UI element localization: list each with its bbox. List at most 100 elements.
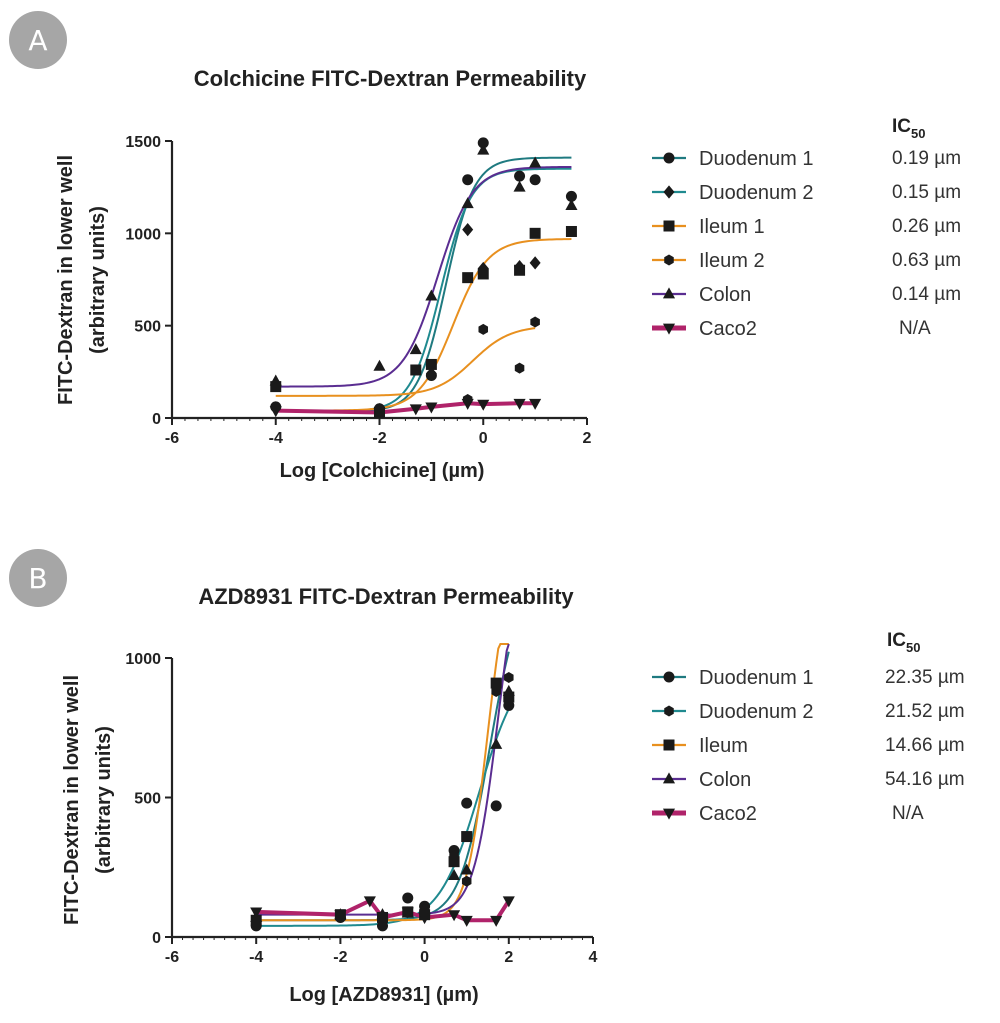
chart-a-xlabel: Log [Colchicine] (µm) <box>280 460 485 482</box>
chart-a-legend-label: Ileum 2 <box>699 250 765 272</box>
chart-b-series-duodenum-1-point <box>402 892 414 904</box>
chart-b-ylabel-line1: FITC-Dextran in lower well <box>61 675 83 925</box>
chart-a-ytick-label: 500 <box>134 319 161 336</box>
chart-b-series-colon-point <box>418 902 431 914</box>
chart-a-series-duodenum-1-point <box>529 174 541 186</box>
chart-b-legend-marker <box>663 671 675 683</box>
chart-a-legend-item: Ileum 2 0.63 µm <box>652 250 961 272</box>
chart-a-plot: 0 500 1000 1500 -6 -4 -2 0 2 <box>125 134 591 447</box>
chart-a-series-caco2-point <box>269 406 282 418</box>
chart-b-xtick-label: 4 <box>589 949 598 966</box>
chart-a-series-caco2-line <box>275 401 536 415</box>
chart-a-series-ileum-1-point <box>270 381 282 393</box>
panel-a-badge-label: A <box>28 24 47 57</box>
chart-a-ic50-value: 0.26 µm <box>892 216 961 237</box>
chart-a-series-caco2-point <box>409 404 422 416</box>
chart-b-ic50-header-sub: 50 <box>906 640 920 655</box>
panel-b-badge: B <box>9 549 67 607</box>
chart-b-ic50-value: N/A <box>892 803 924 824</box>
chart-b-legend-label: Duodenum 1 <box>699 667 814 689</box>
chart-a-ylabel-line2: (arbitrary units) <box>87 206 109 354</box>
chart-a-series-colon-point <box>565 199 578 211</box>
chart-a-series-duodenum-2-fit-curve <box>275 167 572 413</box>
chart-a-ic50-value: 0.63 µm <box>892 250 961 271</box>
chart-a-legend-marker <box>662 287 676 299</box>
chart-b-series-colon-point <box>448 869 461 881</box>
chart-b-series-colon-point <box>460 863 473 875</box>
chart-b-series-ileum-point <box>503 691 515 703</box>
chart-b-ytick-label: 1000 <box>125 651 161 668</box>
chart-a-ic50-value: 0.15 µm <box>892 182 961 203</box>
chart-b-legend-item: Duodenum 1 22.35 µm <box>652 667 965 689</box>
chart-b-series-caco2-point <box>448 910 461 922</box>
chart-a-legend-marker <box>664 254 674 266</box>
chart-a-ytick-label: 0 <box>152 411 161 428</box>
chart-b-series-ileum-point <box>461 831 473 843</box>
chart-b-series-caco2-line <box>256 898 511 923</box>
chart-b-ic50-value: 21.52 µm <box>885 701 965 722</box>
panel-b-badge-label: B <box>28 562 47 595</box>
chart-a-xtick-label: -6 <box>165 430 179 447</box>
chart-a-series-ileum-1-fit-curve <box>275 238 572 412</box>
chart-a-series-duodenum-1-point <box>565 190 577 202</box>
chart-b-ytick-label: 0 <box>152 930 161 947</box>
chart-a-ic50-header: IC50 <box>892 116 925 141</box>
chart-a-series-ileum-1-point <box>410 364 422 376</box>
chart-b-xlabel: Log [AZD8931] (µm) <box>289 984 478 1006</box>
chart-a-series-caco2-point <box>425 402 438 414</box>
chart-a-series-colon-fit-curve <box>275 165 572 388</box>
chart-a-ytick-label: 1000 <box>125 226 161 243</box>
chart-b-ylabel-line2: (arbitrary units) <box>93 726 115 874</box>
chart-a-series-colon-point <box>269 374 282 386</box>
chart-a-series-duodenum-1-fit-curve <box>275 156 572 413</box>
chart-b-series-caco2-point <box>418 913 431 925</box>
chart-b-xtick-label: -4 <box>249 949 263 966</box>
chart-a-series-caco2-point <box>529 398 542 410</box>
chart-b-series-caco2-point <box>363 896 376 908</box>
chart-a-series-colon-point <box>373 359 386 371</box>
chart-a-legend-label: Duodenum 1 <box>699 148 814 170</box>
chart-a-xtick-label: 0 <box>479 430 488 447</box>
panel-b-badge-circle <box>9 549 67 607</box>
chart-b-legend-item: Ileum 14.66 µm <box>652 735 965 757</box>
chart-b-ic50-header-main: IC <box>887 630 906 651</box>
chart-b-series-ileum-point <box>448 856 460 868</box>
chart-a-series-colon-point <box>477 143 490 155</box>
chart-b-series-duodenum-2-point <box>491 685 501 697</box>
chart-a-legend-label: Caco2 <box>699 318 757 340</box>
chart-b-plot: 0 500 1000 -6 -4 -2 0 2 4 <box>125 643 598 966</box>
chart-b-series-duodenum-1-point <box>503 699 515 711</box>
chart-a-ic50-header-main: IC <box>892 116 911 137</box>
chart-a-title: Colchicine FITC-Dextran Permeability <box>194 66 587 91</box>
chart-a-legend-label: Colon <box>699 284 751 306</box>
panel-a-badge: A <box>9 11 67 69</box>
chart-b-legend-marker <box>663 739 675 751</box>
chart-b-ic50-value: 22.35 µm <box>885 667 965 688</box>
chart-b-title: AZD8931 FITC-Dextran Permeability <box>198 584 574 609</box>
chart-a-xtick-label: -2 <box>372 430 386 447</box>
chart-b-series-ileum-point <box>490 677 502 689</box>
chart-b-ic50-header: IC50 <box>887 630 920 655</box>
chart-a-ic50-value: N/A <box>899 318 931 339</box>
chart-a-series-caco2-point <box>513 398 526 410</box>
chart-b-ic50-value: 54.16 µm <box>885 769 965 790</box>
chart-a-ic50-header-sub: 50 <box>911 126 925 141</box>
chart-a-legend-item: Duodenum 1 0.19 µm <box>652 148 961 170</box>
chart-b-ic50-value: 14.66 µm <box>885 735 965 756</box>
chart-a-legend-marker <box>663 220 675 232</box>
chart-a-ylabel-line1: FITC-Dextran in lower well <box>55 155 77 405</box>
chart-a-series-colon-point <box>409 343 422 355</box>
panel-a-badge-circle <box>9 11 67 69</box>
chart-a-series-ileum-1-point <box>514 264 526 276</box>
chart-b-series-duodenum-1-point <box>490 800 502 812</box>
chart-a-series-caco2-point <box>373 408 386 420</box>
chart-b-ytick-label: 500 <box>134 791 161 808</box>
chart-a-series-colon-point <box>425 289 438 301</box>
chart-b-series-caco2-point <box>502 896 515 908</box>
chart-a-legend-marker <box>663 152 675 164</box>
chart-a-series-ileum-1-point <box>477 268 489 280</box>
chart-a-legend-item: Caco2 N/A <box>652 318 931 340</box>
chart-b-series-duodenum-2-point <box>504 672 514 684</box>
chart-a-xtick-label: 2 <box>583 430 592 447</box>
